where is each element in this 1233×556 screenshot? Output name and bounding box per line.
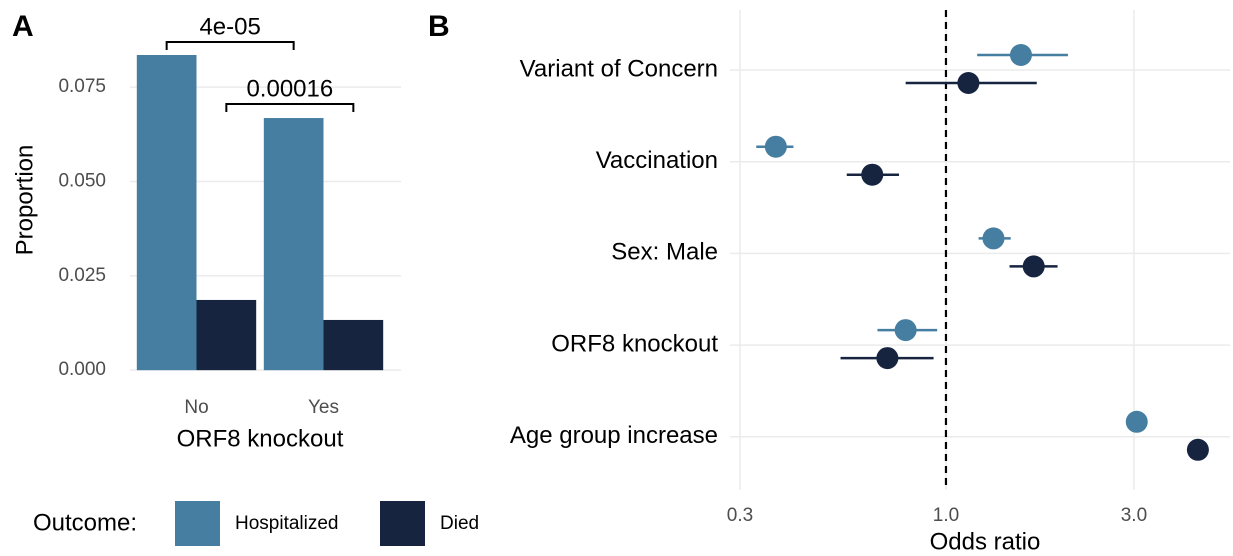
point [982,227,1005,250]
y-tick-label: Vaccination [596,147,718,174]
y-tick-label: 0.000 [58,359,106,380]
point [876,347,899,370]
panel-label: B [428,10,450,43]
y-tick-label: 0.025 [58,265,106,286]
y-tick-label: 0.075 [58,76,106,97]
bar [136,55,197,371]
y-tick-label: Variant of Concern [520,55,718,82]
point [1009,44,1032,66]
point [861,163,884,186]
legend-label: Died [440,513,479,534]
significance-bracket [225,103,355,112]
point [894,319,917,342]
point [1022,255,1045,278]
bar [196,299,257,371]
y-tick-label: Age group increase [510,422,718,449]
x-tick-label: 1.0 [933,505,959,526]
point [957,72,980,94]
point [1125,410,1148,433]
x-axis-title: ORF8 knockout [177,425,344,452]
panel-label: A [12,10,34,43]
bar [323,319,384,371]
x-tick-label: 0.3 [727,505,753,526]
y-tick-label: ORF8 knockout [551,330,718,357]
x-tick-label: 3.0 [1121,505,1147,526]
significance-bracket [165,41,295,50]
legend-label: Hospitalized [235,513,339,534]
significance-label: 0.00016 [246,75,333,102]
legend-title: Outcome: [33,509,137,536]
x-tick-label: No [184,397,208,418]
y-axis-title: Proportion [11,145,38,256]
x-axis-title: Odds ratio [930,528,1041,555]
point [764,135,787,158]
y-tick-label: Sex: Male [611,239,718,266]
point [1186,438,1209,461]
y-tick-label: 0.050 [58,170,106,191]
significance-label: 4e-05 [199,13,260,40]
bar [263,118,324,371]
legend-key [380,501,425,546]
x-tick-label: Yes [308,397,339,418]
legend-key [175,501,220,546]
